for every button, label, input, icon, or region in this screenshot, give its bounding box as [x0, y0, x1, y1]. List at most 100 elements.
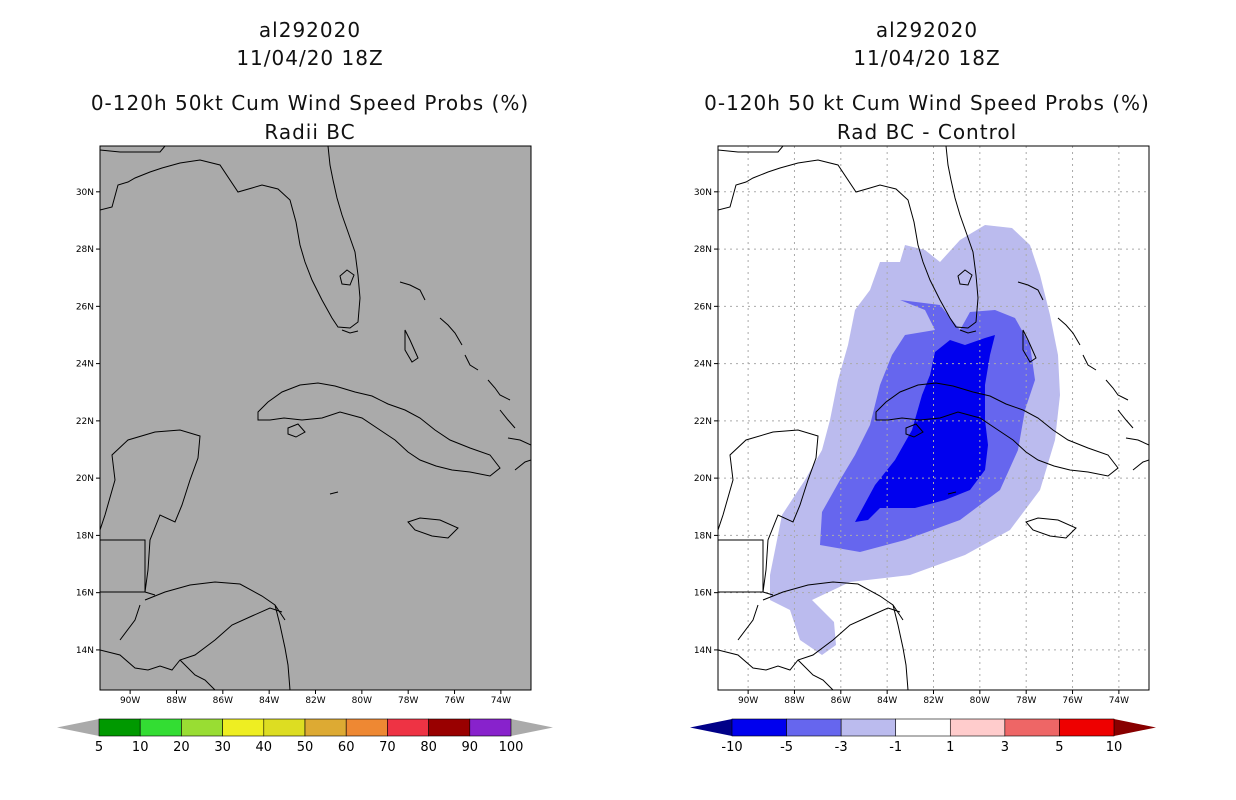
y-tick-label: 18N	[694, 531, 712, 541]
right-coastline-segment	[1022, 329, 1037, 363]
x-tick-label: 90W	[120, 696, 140, 706]
left-coastline-segment	[341, 329, 359, 334]
colorbar-label: 10	[1106, 740, 1123, 755]
right-coastline-segment	[1105, 379, 1129, 401]
right-coastline-segment	[905, 423, 924, 438]
x-tick-label: 80W	[970, 696, 990, 706]
right-coastline-segment	[957, 269, 973, 286]
y-tick-label: 28N	[76, 245, 94, 255]
right-coastline-segment	[947, 491, 957, 495]
x-tick-label: 90W	[738, 696, 758, 706]
colorbar-swatch	[387, 718, 429, 737]
x-tick-label: 78W	[1016, 696, 1036, 706]
right-coastline-segment	[1117, 409, 1134, 429]
colorbar-swatch	[139, 718, 182, 737]
right-colorbar: -10 -5 -3 -1 1 3 5 10	[690, 718, 1156, 755]
y-tick-label: 22N	[76, 417, 94, 427]
x-tick-label: 82W	[923, 696, 943, 706]
colorbar-label: 30	[214, 740, 231, 755]
colorbar-label: 5	[95, 740, 103, 755]
left-coastline-segment	[100, 146, 361, 329]
colorbar-swatch	[1059, 718, 1115, 737]
colorbar-swatch	[98, 718, 141, 737]
y-tick-label: 24N	[694, 360, 712, 370]
right-subtitle: Rad BC - Control	[836, 120, 1018, 144]
x-tick-label: 84W	[877, 696, 897, 706]
left-coastline-segment	[339, 269, 355, 286]
right-coastlines	[718, 146, 1149, 690]
right-coastline-segment	[1017, 281, 1044, 301]
colorbar-label: -3	[835, 740, 848, 755]
left-coastline-segment	[100, 146, 166, 153]
y-tick-label: 26N	[694, 302, 712, 312]
colorbar-label: 20	[173, 740, 190, 755]
right-coastline-segment	[1082, 354, 1097, 371]
left-storm-id: al292020	[258, 18, 362, 42]
x-tick-label: 76W	[444, 696, 464, 706]
x-tick-label: 84W	[259, 696, 279, 706]
colorbar-high-arrow	[1114, 719, 1156, 736]
left-coastline-segment	[329, 491, 339, 495]
right-coastline-segment	[718, 146, 784, 153]
y-tick-label: 16N	[76, 589, 94, 599]
left-coastlines	[100, 146, 531, 690]
y-tick-label: 22N	[694, 417, 712, 427]
colorbar-label: 80	[420, 740, 437, 755]
colorbar-label: 50	[297, 740, 314, 755]
x-tick-label: 88W	[166, 696, 186, 706]
left-title: 0-120h 50kt Cum Wind Speed Probs (%)	[90, 91, 530, 115]
right-coastline-segment	[1057, 317, 1081, 346]
y-tick-label: 28N	[694, 245, 712, 255]
right-coastline-segment	[959, 329, 977, 334]
right-coastline-segment	[892, 604, 909, 690]
left-coastline-segment	[144, 581, 286, 621]
diff-contour-minus-5	[855, 335, 995, 522]
y-tick-label: 26N	[76, 302, 94, 312]
y-tick-label: 14N	[694, 646, 712, 656]
colorbar-label: 10	[132, 740, 149, 755]
right-coastline-segment	[797, 659, 834, 690]
left-coastline-segment	[407, 517, 459, 539]
x-tick-label: 82W	[305, 696, 325, 706]
left-map-panel: 90W 88W 86W 84W 82W 80W 78W 76W 74W 30N 28N 26N 24N…	[76, 145, 532, 706]
y-tick-label: 14N	[76, 646, 94, 656]
colorbar-label: 40	[256, 740, 273, 755]
right-title: 0-120h 50 kt Cum Wind Speed Probs (%)	[704, 91, 1150, 115]
colorbar-swatch	[786, 718, 842, 737]
left-coastline-segment	[100, 429, 201, 596]
right-date: 11/04/20 18Z	[853, 46, 1001, 70]
left-coastline-segment	[439, 317, 463, 346]
y-tick-label: 18N	[76, 531, 94, 541]
colorbar-swatch	[1004, 718, 1060, 737]
right-coastline-segment	[1132, 459, 1149, 471]
x-tick-label: 88W	[784, 696, 804, 706]
colorbar-label: 3	[1001, 740, 1009, 755]
y-tick-label: 20N	[694, 474, 712, 484]
left-coastline-segment	[119, 604, 141, 641]
left-coastline-segment	[100, 539, 146, 593]
left-coastline-segment	[464, 354, 479, 371]
colorbar-label: 60	[338, 740, 355, 755]
colorbar-label: -10	[721, 740, 742, 755]
right-storm-id: al292020	[875, 18, 979, 42]
colorbar-swatch	[263, 718, 306, 737]
colorbar-label: 90	[462, 740, 479, 755]
left-coastline-segment	[514, 459, 531, 471]
x-tick-label: 80W	[352, 696, 372, 706]
colorbar-swatch	[181, 718, 223, 737]
colorbar-high-arrow	[511, 719, 553, 736]
colorbar-swatch	[895, 718, 951, 737]
right-coastline-segment	[737, 604, 759, 641]
colorbar-swatch	[731, 718, 787, 737]
left-date: 11/04/20 18Z	[236, 46, 384, 70]
left-map-background	[100, 146, 531, 690]
colorbar-low-arrow	[690, 719, 732, 736]
colorbar-label: 100	[499, 740, 524, 755]
right-coastline-segment	[718, 146, 979, 329]
colorbar-swatch	[949, 718, 1006, 737]
y-tick-label: 24N	[76, 360, 94, 370]
colorbar-low-arrow	[57, 719, 99, 736]
left-coastline-segment	[404, 329, 419, 363]
x-tick-label: 86W	[831, 696, 851, 706]
colorbar-label: 1	[946, 740, 954, 755]
